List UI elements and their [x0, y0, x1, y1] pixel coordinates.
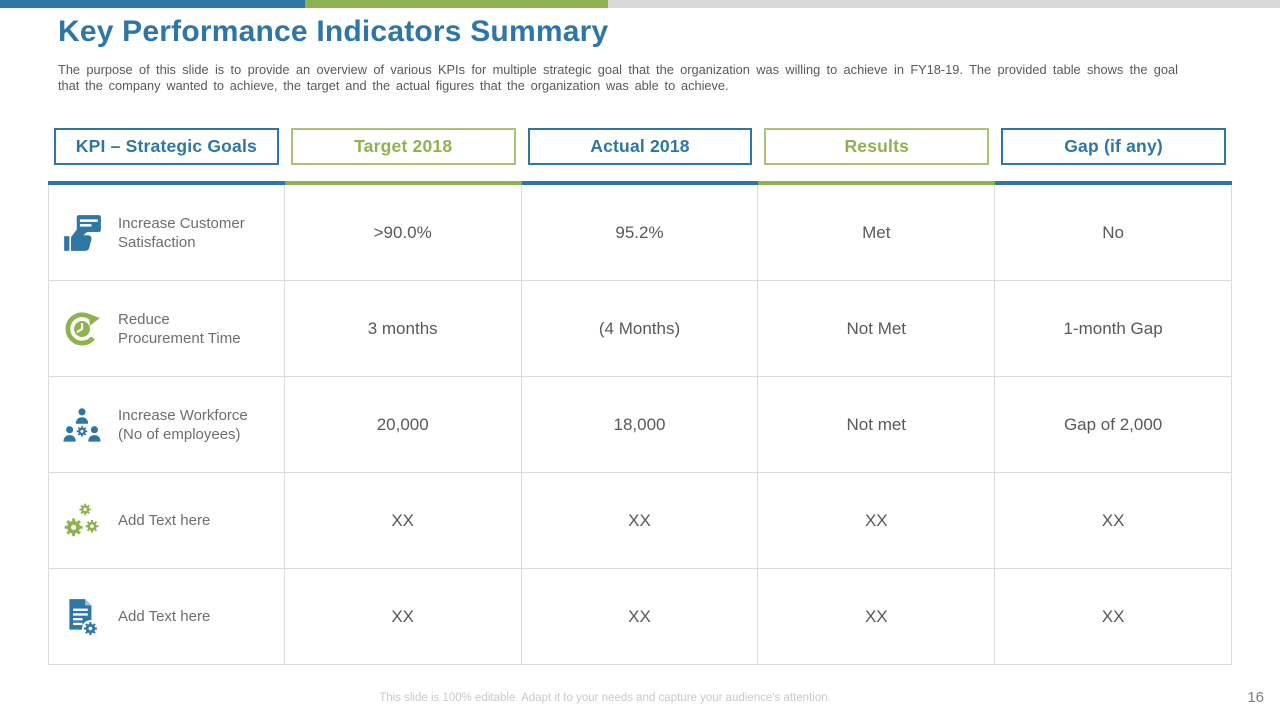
- procurement-time-icon: [65, 311, 100, 346]
- target-cell: XX: [284, 569, 522, 665]
- column-accent-bars: [48, 181, 1232, 185]
- kpi-table: KPI – Strategic Goals Target 2018 Actual…: [48, 128, 1232, 665]
- goal-label: Increase Customer Satisfaction: [118, 214, 245, 251]
- results-cell: XX: [758, 569, 996, 665]
- actual-cell: 95.2%: [521, 185, 759, 281]
- gears-icon: [64, 503, 99, 536]
- goal-cell: Add Text here: [48, 569, 285, 665]
- gap-cell: 1-month Gap: [995, 281, 1232, 377]
- goal-cell: Increase Workforce (No of employees): [48, 377, 285, 473]
- goal-label: Increase Workforce (No of employees): [118, 406, 248, 443]
- gap-cell: XX: [995, 569, 1232, 665]
- results-cell: Not met: [758, 377, 996, 473]
- target-cell: 3 months: [284, 281, 522, 377]
- column-bar: [48, 181, 285, 185]
- table-body: Increase Customer Satisfaction >90.0% 95…: [48, 185, 1232, 665]
- target-cell: >90.0%: [284, 185, 522, 281]
- header-results: Results: [764, 128, 990, 165]
- actual-cell: XX: [521, 473, 759, 569]
- page-number: 16: [1247, 689, 1264, 706]
- slide-description: The purpose of this slide is to provide …: [58, 62, 1178, 93]
- accent-bar-blue-segment: [0, 0, 305, 8]
- goal-label: Reduce Procurement Time: [118, 310, 241, 347]
- header-actual-2018: Actual 2018: [527, 128, 753, 165]
- goal-cell: Add Text here: [48, 473, 285, 569]
- header-kpi-strategic-goals: KPI – Strategic Goals: [54, 128, 279, 165]
- actual-cell: 18,000: [521, 377, 759, 473]
- workforce-icon: [63, 407, 101, 442]
- top-accent-bar: [0, 0, 1280, 8]
- results-cell: Met: [758, 185, 996, 281]
- column-bar: [995, 181, 1232, 185]
- target-cell: XX: [284, 473, 522, 569]
- header-target-2018: Target 2018: [290, 128, 516, 165]
- accent-bar-green-segment: [305, 0, 608, 8]
- results-cell: Not Met: [758, 281, 996, 377]
- accent-bar-gray-segment: [608, 0, 1280, 8]
- goal-cell: Reduce Procurement Time: [48, 281, 285, 377]
- column-bar: [521, 181, 759, 185]
- actual-cell: (4 Months): [521, 281, 759, 377]
- goal-cell: Increase Customer Satisfaction: [48, 185, 285, 281]
- actual-cell: XX: [521, 569, 759, 665]
- page-title: Key Performance Indicators Summary: [58, 15, 609, 48]
- customer-satisfaction-icon: [64, 214, 101, 251]
- results-cell: XX: [758, 473, 996, 569]
- gap-cell: Gap of 2,000: [995, 377, 1232, 473]
- gap-cell: XX: [995, 473, 1232, 569]
- gap-cell: No: [995, 185, 1232, 281]
- document-gear-icon: [69, 598, 99, 637]
- column-bar: [284, 181, 522, 185]
- header-gap-if-any: Gap (if any): [1001, 128, 1226, 165]
- goal-label: Add Text here: [118, 608, 211, 625]
- editable-note: This slide is 100% editable. Adapt it to…: [379, 692, 831, 704]
- goal-label: Add Text here: [118, 512, 211, 529]
- target-cell: 20,000: [284, 377, 522, 473]
- column-bar: [758, 181, 996, 185]
- table-header-row: KPI – Strategic Goals Target 2018 Actual…: [48, 128, 1232, 165]
